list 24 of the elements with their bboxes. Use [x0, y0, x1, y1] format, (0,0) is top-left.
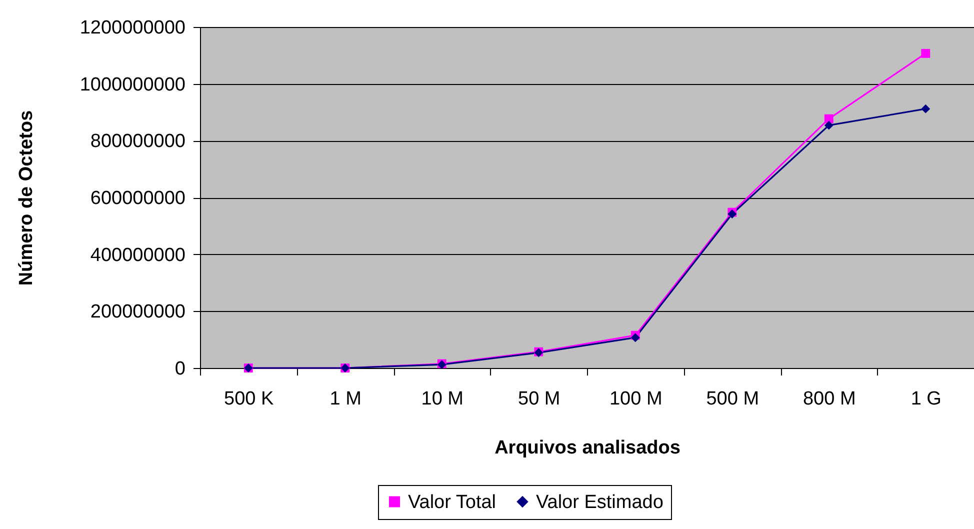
legend-label: Valor Estimado [536, 492, 664, 513]
point [824, 120, 834, 130]
x-tick-label: 500 M [706, 388, 760, 410]
x-tick-label: 800 M [802, 388, 856, 410]
y-tick-label: 1200000000 [80, 18, 186, 38]
y-tick-label: 600000000 [90, 188, 186, 209]
x-tick-label: 10 M [421, 388, 464, 410]
x-tick-label: 100 M [609, 388, 662, 410]
point [921, 104, 930, 114]
y-tick-label: 200000000 [90, 302, 186, 323]
point [824, 114, 834, 124]
y-tick-label: 1000000000 [80, 74, 186, 96]
x-tick-label: 1 M [330, 388, 362, 410]
y-tick-label: 800000000 [90, 131, 186, 152]
point [630, 333, 640, 342]
x-axis-title: Arquivos analisados [494, 438, 680, 458]
x-tick-label: 500 K [224, 388, 274, 410]
y-tick-label: 0 [174, 358, 186, 380]
point [921, 48, 930, 58]
legend-label: Valor Total [408, 492, 496, 513]
y-tick-label: 400000000 [90, 244, 186, 266]
y-axis-title: Número de Octetos [16, 110, 37, 286]
x-tick-label: 1 G [910, 388, 942, 410]
x-tick-label: 50 M [518, 388, 560, 410]
